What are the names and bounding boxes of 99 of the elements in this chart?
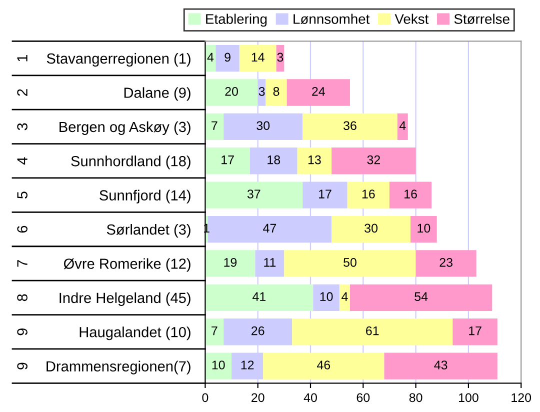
data-label: 46	[317, 360, 330, 370]
bar	[297, 148, 332, 174]
data-label: 17	[318, 190, 332, 198]
data-label: 32	[367, 155, 380, 164]
data-label: 30	[364, 224, 378, 233]
data-label: 37	[247, 190, 260, 198]
data-label: 41	[252, 292, 266, 301]
bar	[332, 148, 416, 174]
y-tick-label: Haugalandet (10)	[80, 326, 190, 340]
bar	[292, 318, 453, 346]
data-label: 10	[212, 360, 225, 370]
bar	[452, 318, 498, 346]
data-label: 7	[212, 326, 218, 336]
legend-label: Størrelse	[454, 14, 510, 24]
x-tick-label: 80	[409, 393, 422, 402]
bar	[302, 113, 398, 140]
data-label: 19	[224, 258, 237, 267]
bar	[313, 284, 340, 312]
x-tick-label: 60	[356, 393, 370, 402]
bar	[350, 284, 492, 312]
text: 7	[17, 260, 28, 267]
bar	[216, 44, 240, 72]
data-label: 30	[256, 121, 270, 130]
y-tick-label: Øvre Romerike (12)	[64, 258, 190, 272]
bar	[284, 250, 416, 277]
data-label: 4	[207, 52, 214, 62]
data-label: 10	[418, 224, 430, 233]
data-label: 9	[224, 52, 230, 62]
bar	[239, 44, 276, 72]
data-label: 4	[399, 121, 406, 130]
text: 1	[17, 54, 28, 62]
y-tick-label: Sunnhordland (18)	[71, 156, 190, 170]
data-label: 18	[268, 155, 280, 164]
bar	[384, 352, 498, 380]
bar	[286, 79, 350, 106]
bar	[205, 352, 232, 380]
data-label: 3	[277, 52, 284, 62]
bar	[205, 79, 258, 106]
data-label: 43	[434, 360, 448, 370]
bar	[205, 148, 250, 174]
data-label: 3	[258, 87, 265, 96]
data-label: 8	[273, 87, 280, 96]
legend-label: Lønnsomhet	[294, 14, 370, 24]
legend-label: Etablering	[206, 14, 267, 27]
text: 9	[17, 362, 28, 370]
data-label: 14	[252, 52, 264, 62]
y-tick-label: Sunnfjord (14)	[100, 190, 190, 204]
y-tick-label: Sørlandet (3)	[106, 224, 190, 238]
data-label: 61	[366, 326, 379, 336]
x-tick-label: 40	[304, 393, 317, 402]
data-label: 54	[414, 292, 428, 302]
x-tick-label: 20	[252, 393, 264, 402]
text: 9	[17, 328, 28, 336]
data-label: 4	[342, 292, 348, 301]
data-label: 11	[264, 258, 276, 267]
y-tick-label: Drammensregionen(7)	[46, 360, 190, 374]
data-label: 16	[362, 190, 375, 198]
bar	[205, 284, 314, 312]
text: 6	[17, 226, 28, 233]
data-label: 13	[308, 155, 321, 164]
x-tick-label: 120	[512, 393, 532, 402]
text: 2	[17, 89, 28, 96]
data-label: 26	[252, 326, 264, 336]
text: 8	[17, 294, 28, 302]
y-tick-label: Stavangerregionen (1)	[46, 53, 190, 67]
data-label: 47	[263, 224, 276, 233]
data-label: 50	[344, 258, 356, 267]
bar	[205, 113, 224, 140]
text: 3	[17, 123, 28, 130]
data-label: 17	[222, 156, 234, 164]
bar	[416, 250, 476, 277]
legend-label: Vekst	[394, 14, 429, 24]
data-label: 16	[404, 190, 417, 198]
x-tick-label: 0	[202, 393, 208, 402]
data-label: 20	[225, 87, 238, 96]
bar	[410, 216, 437, 243]
bar	[205, 250, 256, 277]
data-label: 17	[469, 326, 482, 336]
bar	[332, 216, 411, 243]
data-label: 12	[241, 360, 254, 370]
text: 4	[17, 157, 28, 165]
data-label: 24	[312, 87, 325, 96]
bar	[347, 182, 390, 208]
bar	[266, 79, 287, 106]
bar	[397, 113, 408, 140]
bar	[205, 182, 303, 208]
data-label: 36	[344, 121, 356, 130]
y-tick-label: Dalane (9)	[124, 87, 190, 101]
bar	[339, 284, 350, 312]
data-label: 23	[440, 258, 452, 267]
data-label: 7	[212, 121, 218, 130]
bar	[263, 352, 384, 380]
data-label: 10	[320, 292, 333, 302]
y-tick-label: Indre Helgeland (45)	[60, 292, 190, 306]
x-tick-label: 100	[458, 393, 478, 402]
bar	[205, 318, 224, 346]
bar	[389, 182, 432, 208]
y-tick-label: Bergen og Askøy (3)	[60, 121, 190, 135]
text: 5	[17, 192, 28, 199]
